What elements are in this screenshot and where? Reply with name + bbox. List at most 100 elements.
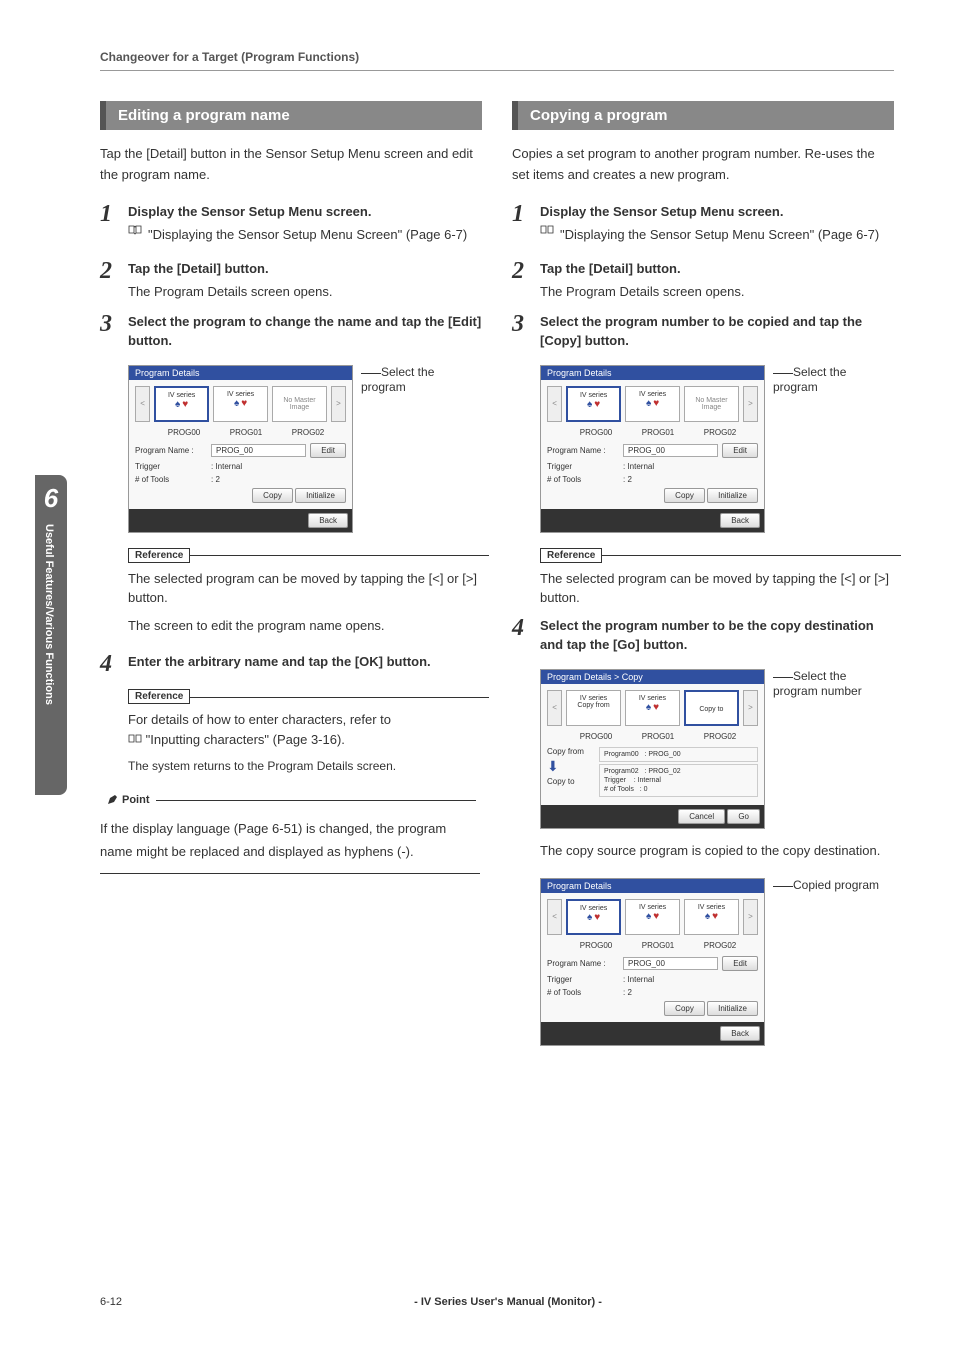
step-ref: "Displaying the Sensor Setup Menu Screen…: [148, 225, 467, 245]
ss-prev-btn: <: [547, 386, 562, 422]
arrow-down-icon: ⬇: [547, 758, 595, 775]
ss-prog-slot: IV seriesCopy from: [566, 690, 621, 726]
step-title: Tap the [Detail] button.: [128, 259, 482, 279]
step-number: 1: [512, 202, 532, 249]
right-column: Copying a program Copies a set program t…: [512, 101, 894, 1058]
ss-prev-btn: <: [547, 690, 562, 726]
page-header: Changeover for a Target (Program Functio…: [100, 50, 894, 71]
reference-box: Reference The selected program can be mo…: [540, 545, 894, 608]
step-sub-text: The Program Details screen opens.: [128, 282, 482, 302]
ss-prog-slot: IV series♠ ♥: [566, 386, 621, 422]
ss-program-name-value: PROG_00: [211, 444, 306, 457]
step-sub-text: The Program Details screen opens.: [540, 282, 894, 302]
point-label: Point: [100, 793, 156, 807]
ss-edit-btn: Edit: [722, 443, 758, 458]
ss-program-name-label: Program Name :: [135, 446, 207, 455]
ss-titlebar: Program Details: [541, 366, 764, 380]
ss-init-btn: Initialize: [707, 1001, 758, 1016]
ss-prog-slot: IV series♠ ♥: [625, 386, 680, 422]
ss-back-btn: Back: [720, 513, 760, 528]
footer-title: - IV Series User's Manual (Monitor) -: [414, 1296, 602, 1308]
chapter-number: 6: [35, 475, 67, 514]
book-icon: [128, 734, 142, 744]
ss-prog-slot: IV series♠ ♥: [154, 386, 209, 422]
step-1: 1 Display the Sensor Setup Menu screen. …: [512, 202, 894, 249]
ss-init-btn: Initialize: [707, 488, 758, 503]
ss-prog-slot: No Master Image: [684, 386, 739, 422]
ss-next-btn: >: [743, 899, 758, 935]
reference-label: Reference: [128, 689, 190, 704]
ss-copy-btn: Copy: [664, 488, 705, 503]
ss-prog-slot: IV series♠ ♥: [625, 690, 680, 726]
step-title: Select the program number to be copied a…: [540, 312, 894, 351]
step-title: Display the Sensor Setup Menu screen.: [128, 202, 482, 222]
step-number: 4: [100, 652, 120, 676]
step-title: Enter the arbitrary name and tap the [OK…: [128, 652, 482, 672]
step-4: 4 Enter the arbitrary name and tap the […: [100, 652, 482, 676]
ss-prog-slot: No Master Image: [272, 386, 327, 422]
body-text: The system returns to the Program Detail…: [128, 757, 482, 776]
reference-box: Reference The selected program can be mo…: [128, 545, 482, 608]
reference-box: Reference For details of how to enter ch…: [128, 686, 482, 749]
step-3: 3 Select the program to change the name …: [100, 312, 482, 355]
intro-text: Tap the [Detail] button in the Sensor Se…: [100, 144, 482, 186]
screenshot-program-details: Program Details < IV series♠ ♥ IV series…: [128, 365, 482, 533]
reference-label: Reference: [128, 548, 190, 563]
chapter-side-tab: 6 Useful Features/Various Functions: [35, 475, 67, 795]
step-2: 2 Tap the [Detail] button. The Program D…: [512, 259, 894, 302]
step-ref: "Displaying the Sensor Setup Menu Screen…: [560, 225, 879, 245]
ss-edit-btn: Edit: [310, 443, 346, 458]
reference-label: Reference: [540, 548, 602, 563]
step-3: 3 Select the program number to be copied…: [512, 312, 894, 355]
ss-titlebar: Program Details: [129, 366, 352, 380]
ss-prog-slot: IV series♠ ♥: [684, 899, 739, 935]
step-2: 2 Tap the [Detail] button. The Program D…: [100, 259, 482, 302]
ss-init-btn: Initialize: [295, 488, 346, 503]
ss-go-btn: Go: [727, 809, 760, 824]
screenshot-copy-dialog: Program Details > Copy < IV seriesCopy f…: [540, 669, 894, 829]
ss-prog-slot: IV series♠ ♥: [213, 386, 268, 422]
step-4: 4 Select the program number to be the co…: [512, 616, 894, 659]
page-number: 6-12: [100, 1296, 122, 1308]
ss-prev-btn: <: [547, 899, 562, 935]
reference-text: The selected program can be moved by tap…: [128, 569, 482, 608]
screenshot-program-details: Program Details < IV series♠ ♥ IV series…: [540, 365, 894, 533]
step-title: Select the program to change the name an…: [128, 312, 482, 351]
callout-copied-program: Copied program: [773, 878, 879, 894]
ss-back-btn: Back: [308, 513, 348, 528]
ss-prog-slot: IV series♠ ♥: [566, 899, 621, 935]
ss-next-btn: >: [743, 690, 758, 726]
ss-prev-btn: <: [135, 386, 150, 422]
pen-icon: [106, 794, 118, 806]
reference-text: The selected program can be moved by tap…: [540, 569, 894, 608]
ss-copy-btn: Copy: [252, 488, 293, 503]
step-number: 4: [512, 616, 532, 659]
callout-select-program-number: Select the program number: [773, 669, 894, 700]
intro-text: Copies a set program to another program …: [512, 144, 894, 186]
ss-copy-btn: Copy: [664, 1001, 705, 1016]
step-title: Tap the [Detail] button.: [540, 259, 894, 279]
step-1: 1 Display the Sensor Setup Menu screen. …: [100, 202, 482, 249]
point-box: Point If the display language (Page 6-51…: [100, 793, 482, 875]
step-number: 3: [100, 312, 120, 355]
callout-select-program: Select the program: [773, 365, 894, 396]
step-title: Select the program number to be the copy…: [540, 616, 894, 655]
ss-back-btn: Back: [720, 1026, 760, 1041]
body-text: The screen to edit the program name open…: [128, 616, 482, 637]
chapter-title: Useful Features/Various Functions: [35, 514, 63, 715]
section-title-copy: Copying a program: [512, 101, 894, 130]
step-number: 3: [512, 312, 532, 355]
callout-select-program: Select the program: [361, 365, 482, 396]
body-text: The copy source program is copied to the…: [540, 841, 894, 862]
step-number: 2: [512, 259, 532, 302]
ss-cancel-btn: Cancel: [678, 809, 725, 824]
ss-next-btn: >: [331, 386, 346, 422]
ss-edit-btn: Edit: [722, 956, 758, 971]
book-icon: [128, 225, 142, 235]
step-title: Display the Sensor Setup Menu screen.: [540, 202, 894, 222]
book-icon: [540, 225, 554, 235]
ss-prog-slot: Copy to: [684, 690, 739, 726]
ss-titlebar: Program Details > Copy: [541, 670, 764, 684]
screenshot-copied-result: Program Details < IV series♠ ♥ IV series…: [540, 878, 894, 1046]
reference-text: For details of how to enter characters, …: [128, 710, 482, 749]
